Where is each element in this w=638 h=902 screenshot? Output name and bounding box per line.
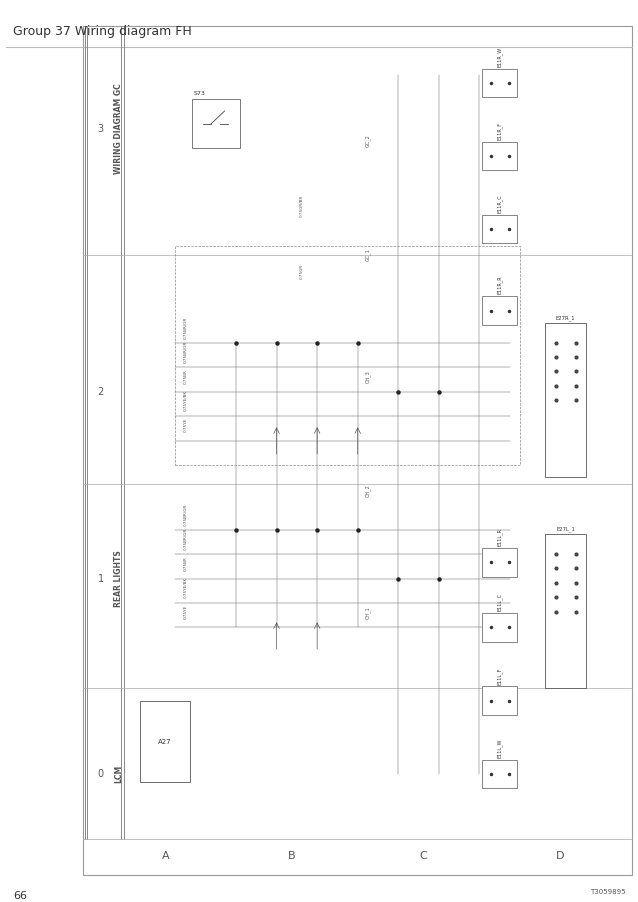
Text: A: A [161, 850, 169, 861]
Bar [545, 324, 586, 478]
Text: GC_1: GC_1 [365, 248, 371, 261]
Text: 0.75YE/BK: 0.75YE/BK [183, 390, 188, 411]
Text: 66: 66 [13, 889, 27, 900]
Text: B: B [288, 850, 295, 861]
Text: E11R_R: E11R_R [497, 275, 503, 294]
Bar [482, 69, 517, 98]
Text: 0.75BR/GR: 0.75BR/GR [183, 503, 188, 525]
Text: WIRING DIAGRAM GC: WIRING DIAGRAM GC [114, 84, 123, 174]
Text: E11R_W: E11R_W [497, 47, 503, 67]
Text: E27L_1: E27L_1 [556, 526, 575, 531]
Text: E11L_R: E11L_R [497, 528, 503, 546]
Text: 0: 0 [98, 769, 104, 778]
Text: 0.75BR: 0.75BR [183, 556, 188, 570]
Text: 0.75YE/BK: 0.75YE/BK [183, 576, 188, 598]
Text: E11L_C: E11L_C [497, 593, 503, 611]
Text: CH_3: CH_3 [365, 370, 371, 382]
Text: 3: 3 [98, 124, 104, 133]
Text: 0.75GR: 0.75GR [300, 263, 304, 278]
Text: Group 37 Wiring diagram FH: Group 37 Wiring diagram FH [13, 25, 191, 38]
Text: 1: 1 [98, 573, 104, 584]
Text: T3059895: T3059895 [590, 888, 625, 894]
Text: REAR LIGHTS: REAR LIGHTS [114, 550, 123, 606]
Text: 0.75YE: 0.75YE [183, 418, 188, 432]
Text: A27: A27 [158, 739, 172, 744]
Bar [192, 99, 240, 149]
Text: D: D [556, 850, 565, 861]
Bar [482, 759, 517, 788]
Text: 2: 2 [98, 387, 104, 397]
Text: LCM: LCM [114, 764, 123, 782]
Text: 0.75BR: 0.75BR [183, 369, 188, 383]
Text: CH_2: CH_2 [365, 483, 371, 496]
Text: 0.75GR/BR: 0.75GR/BR [300, 195, 304, 216]
Text: 0.75BR/GR: 0.75BR/GR [183, 528, 188, 549]
Bar [175, 246, 520, 465]
Text: S73: S73 [194, 91, 205, 97]
Text: E11L_W: E11L_W [497, 738, 503, 757]
Bar [482, 297, 517, 326]
Text: E11R_C: E11R_C [497, 194, 503, 213]
Bar [482, 686, 517, 715]
Text: C: C [419, 850, 427, 861]
Bar [482, 548, 517, 577]
Bar [83, 27, 632, 875]
Bar [482, 613, 517, 642]
Text: CH_1: CH_1 [365, 605, 371, 618]
Bar [140, 701, 190, 782]
Text: 0.75YE: 0.75YE [183, 604, 188, 619]
Bar [482, 143, 517, 171]
Bar [482, 216, 517, 244]
Bar [545, 534, 586, 689]
Text: E27R_1: E27R_1 [556, 315, 575, 320]
Text: E11L_F: E11L_F [497, 667, 503, 684]
Text: 0.75BR/GR: 0.75BR/GR [183, 341, 188, 363]
Text: 0.75BR/GR: 0.75BR/GR [183, 317, 188, 338]
Text: GC_2: GC_2 [365, 134, 371, 147]
Text: E11R_F: E11R_F [497, 122, 503, 140]
